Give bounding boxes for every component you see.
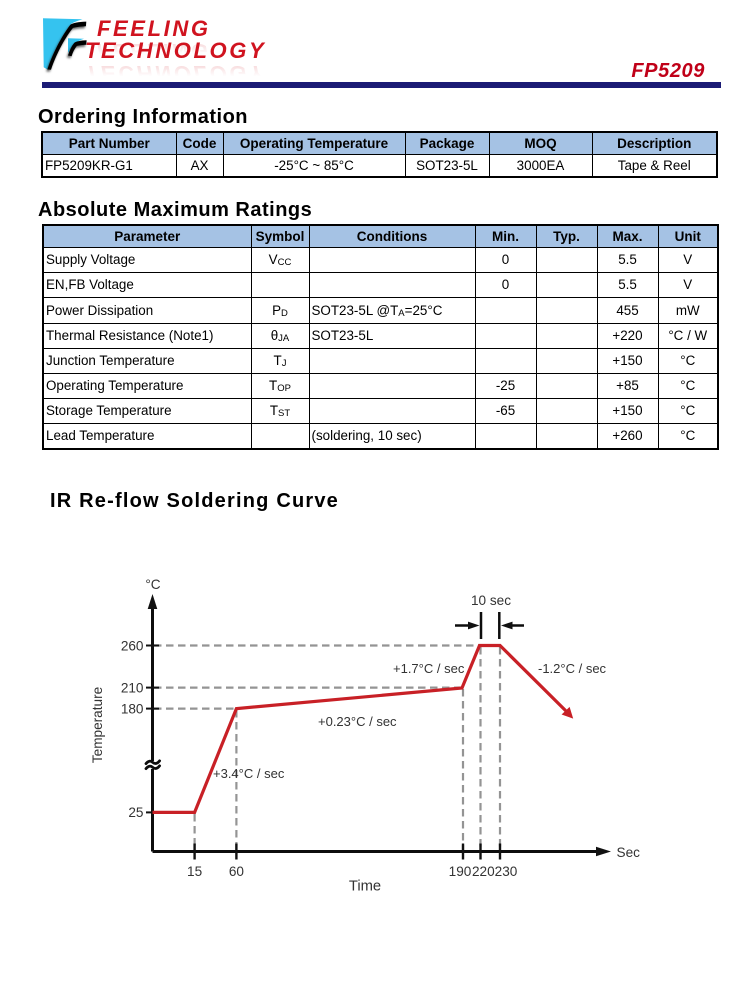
svg-text:Temperature: Temperature <box>90 687 105 763</box>
svg-text:260: 260 <box>121 638 144 653</box>
svg-text:+0.23°C / sec: +0.23°C / sec <box>318 714 397 729</box>
svg-text:-1.2°C / sec: -1.2°C / sec <box>538 661 607 676</box>
svg-text:15: 15 <box>187 864 202 879</box>
svg-text:+1.7°C / sec: +1.7°C / sec <box>393 661 465 676</box>
svg-text:+3.4°C / sec: +3.4°C / sec <box>213 766 285 781</box>
svg-text:220: 220 <box>472 864 495 879</box>
svg-text:10 sec: 10 sec <box>471 593 511 608</box>
svg-text:230: 230 <box>495 864 518 879</box>
svg-text:210: 210 <box>121 680 144 695</box>
svg-text:190: 190 <box>449 864 472 879</box>
svg-text:Sec: Sec <box>617 845 641 860</box>
svg-text:180: 180 <box>121 701 144 716</box>
svg-text:25: 25 <box>128 805 143 820</box>
svg-text:Time: Time <box>349 878 381 894</box>
svg-text:60: 60 <box>229 864 245 879</box>
svg-text:°C: °C <box>145 577 160 592</box>
